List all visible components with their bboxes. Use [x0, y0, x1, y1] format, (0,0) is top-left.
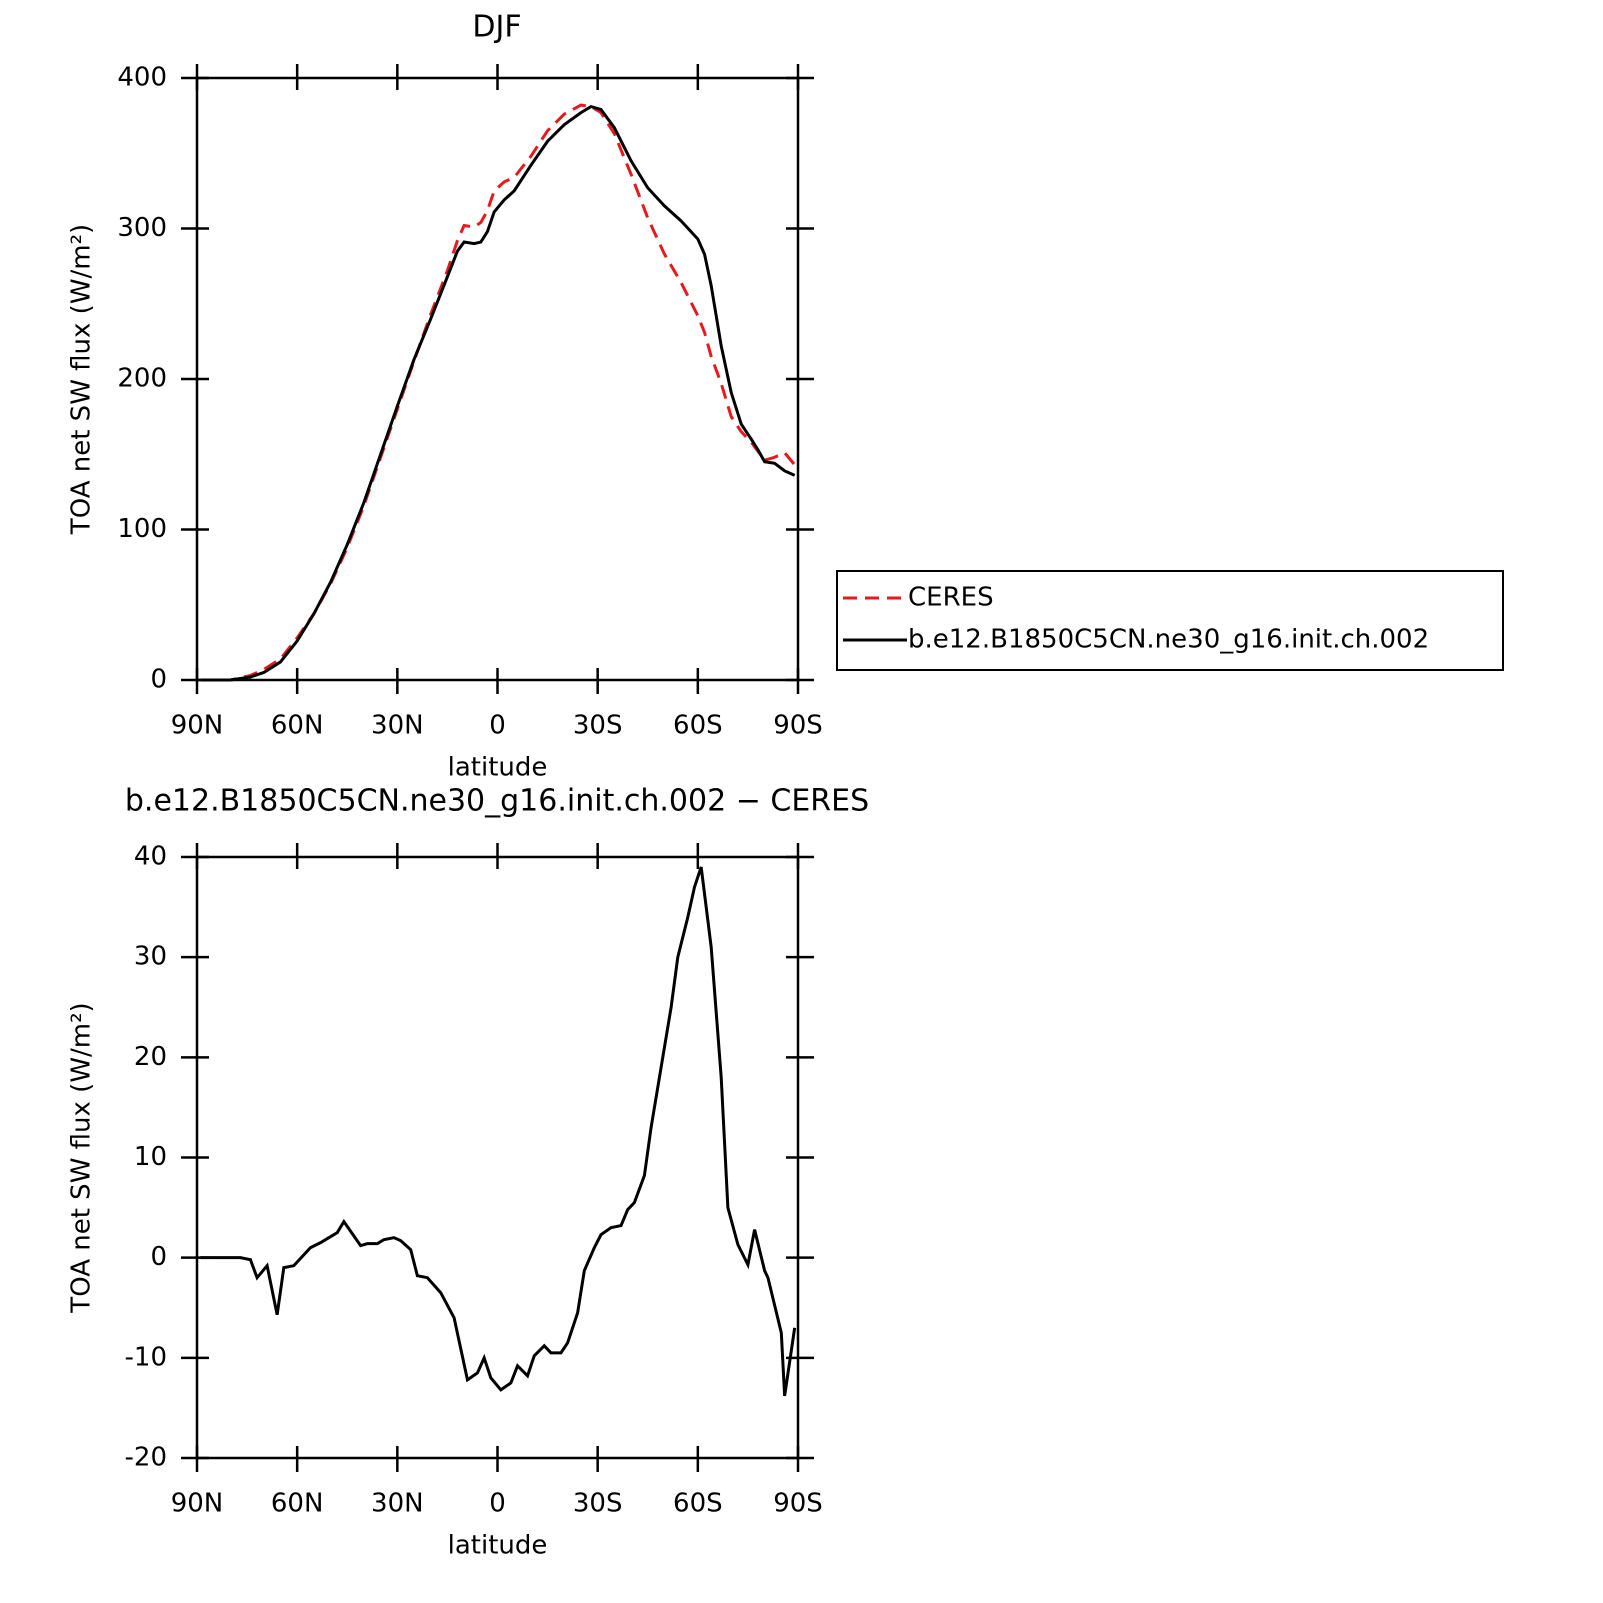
x-axis-label: latitude: [448, 1531, 548, 1561]
x-tick-label: 60N: [271, 1489, 324, 1519]
legend-box: [836, 570, 1504, 671]
legend-label: CERES: [908, 583, 994, 613]
y-tick-label: 200: [117, 364, 167, 394]
y-axis-label: TOA net SW flux (W/m²): [67, 1002, 97, 1313]
data-line: [200, 103, 796, 682]
y-tick-label: 400: [117, 63, 167, 93]
x-tick-label: 60S: [673, 711, 723, 741]
x-tick-label: 60S: [673, 1489, 723, 1519]
x-tick-label: 0: [489, 1489, 506, 1519]
x-tick-label: 30S: [573, 711, 623, 741]
data-line: [200, 104, 796, 682]
x-tick-label: 30S: [573, 1489, 623, 1519]
plot-frame: [195, 855, 800, 1460]
x-tick-label: 0: [489, 711, 506, 741]
legend: CERES b.e12.B1850C5CN.ne30_g16.init.ch.00…: [836, 570, 1504, 671]
chart-title: b.e12.B1850C5CN.ne30_g16.init.ch.002 − C…: [125, 784, 869, 819]
x-tick-label: 30N: [371, 711, 424, 741]
x-tick-label: 90N: [171, 711, 224, 741]
chart-title: DJF: [472, 10, 521, 45]
plot-frame: [195, 76, 800, 682]
x-tick-label: 90S: [773, 711, 823, 741]
x-tick-label: 60N: [271, 711, 324, 741]
y-tick-label: -10: [125, 1342, 167, 1372]
y-tick-label: 20: [134, 1042, 167, 1072]
x-tick-label: 90N: [171, 1489, 224, 1519]
y-tick-label: 300: [117, 213, 167, 243]
data-line: [200, 866, 797, 1397]
y-tick-label: 40: [134, 842, 167, 872]
y-axis-label: TOA net SW flux (W/m²): [67, 224, 97, 535]
x-tick-label: 30N: [371, 1489, 424, 1519]
y-tick-label: 30: [134, 942, 167, 972]
y-tick-label: -20: [125, 1443, 167, 1473]
y-tick-label: 0: [150, 665, 167, 695]
y-tick-label: 0: [150, 1242, 167, 1272]
legend-label: b.e12.B1850C5CN.ne30_g16.init.ch.002: [908, 625, 1429, 655]
x-tick-label: 90S: [773, 1489, 823, 1519]
x-axis-label: latitude: [448, 753, 548, 783]
y-tick-label: 100: [117, 514, 167, 544]
y-tick-label: 10: [134, 1142, 167, 1172]
